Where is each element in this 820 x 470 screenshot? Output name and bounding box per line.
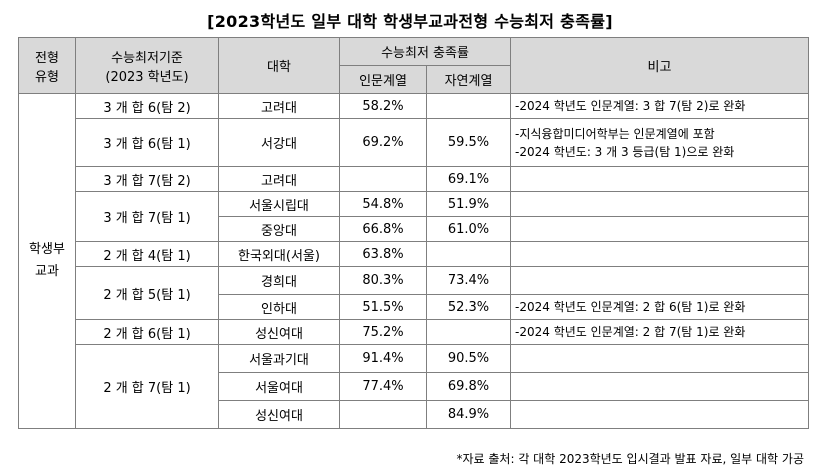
nat-rate-cell: 52.3% [425,294,512,320]
page-title: [2023학년도 일부 대학 학생부교과전형 수능최저 충족률] [207,12,613,31]
univ-cell: 고려대 [218,166,340,192]
hum-rate-cell [339,400,427,429]
table-row: 3 개 합 6(탐 1) 서강대 69.2% 59.5% -지식융합미디어학부는… [19,118,810,167]
table-row: 2 개 합 4(탐 1) 한국외대(서울) 63.8% [19,241,810,267]
univ-cell: 서울여대 [218,372,340,401]
univ-cell: 서울과기대 [218,344,340,373]
table-row: 2 개 합 5(탐 1) 경희대 80.3% 73.4% [19,266,810,320]
note-cell: -2024 학년도 인문계열: 2 합 7(탐 1)로 완화 [510,319,810,345]
header-rate-group: 수능최저 충족률 [338,37,512,66]
nat-rate-cell [425,319,512,345]
nat-rate-cell: 51.9% [425,191,512,217]
note-cell [510,372,810,401]
note-cell [510,216,810,242]
note-cell [510,191,810,217]
type-cell: 학생부 교과 [18,93,76,429]
note-cell: -2024 학년도 인문계열: 2 합 6(탐 1)로 완화 [510,294,810,320]
hum-rate-cell [339,166,427,192]
header-note: 비고 [510,37,810,94]
nat-rate-cell: 69.1% [425,166,512,192]
note-cell [510,400,810,429]
univ-cell: 경희대 [218,266,340,295]
nat-rate-cell: 84.9% [425,400,512,429]
nat-rate-cell [425,93,512,119]
criteria-cell: 2 개 합 5(탐 1) [75,266,219,320]
note-cell: -지식융합미디어학부는 인문계열에 포함 -2024 학년도: 3 개 3 등급… [510,118,810,167]
note-cell [510,166,810,192]
criteria-cell: 3 개 합 7(탐 1) [75,191,219,242]
criteria-cell: 3 개 합 7(탐 2) [75,166,219,192]
univ-cell: 서강대 [218,118,340,167]
nat-rate-cell: 90.5% [425,344,512,373]
table-row: 2 개 합 6(탐 1) 성신여대 75.2% -2024 학년도 인문계열: … [19,319,810,345]
source-note: *자료 출처: 각 대학 2023학년도 입시결과 발표 자료, 일부 대학 가… [456,452,804,466]
note-cell: -2024 학년도 인문계열: 3 합 7(탐 2)로 완화 [510,93,810,119]
hum-rate-cell: 77.4% [339,372,427,401]
header-natural: 자연계열 [425,65,512,94]
header-humanities: 인문계열 [339,65,427,94]
hum-rate-cell: 69.2% [339,118,427,167]
hum-rate-cell: 63.8% [339,241,427,267]
criteria-cell: 3 개 합 6(탐 2) [75,93,219,119]
table-row: 3 개 합 7(탐 2) 고려대 69.1% [19,166,810,192]
criteria-cell: 2 개 합 7(탐 1) [75,344,219,429]
note-cell [510,344,810,373]
hum-rate-cell: 75.2% [339,319,427,345]
note-cell [510,266,810,295]
table-row: 학생부 교과 3 개 합 6(탐 2) 고려대 58.2% -2024 학년도 … [18,93,810,429]
note-cell [510,241,810,267]
univ-cell: 고려대 [218,93,340,119]
hum-rate-cell: 66.8% [339,216,427,242]
nat-rate-cell: 73.4% [425,266,512,295]
univ-cell: 중앙대 [218,216,340,242]
nat-rate-cell [425,241,512,267]
criteria-cell: 2 개 합 6(탐 1) [75,319,219,345]
table-row: 인하대 51.5% 52.3% -2024 학년도 인문계열: 2 합 6(탐 … [19,294,810,320]
table-row: 중앙대 66.8% 61.0% [19,216,810,242]
header-university: 대학 [218,37,340,94]
criteria-cell: 3 개 합 6(탐 1) [75,118,219,167]
univ-cell: 한국외대(서울) [218,241,340,267]
nat-rate-cell: 69.8% [425,372,512,401]
hum-rate-cell: 51.5% [339,294,427,320]
table-row: 서울여대 77.4% 69.8% [19,372,810,401]
univ-cell: 서울시립대 [218,191,340,217]
hum-rate-cell: 58.2% [339,93,427,119]
hum-rate-cell: 54.8% [339,191,427,217]
nat-rate-cell: 61.0% [425,216,512,242]
univ-cell: 인하대 [218,294,340,320]
table-row: 3 개 합 7(탐 1) 서울시립대 54.8% 51.9% [19,191,810,242]
hum-rate-cell: 80.3% [339,266,427,295]
hum-rate-cell: 91.4% [339,344,427,373]
table-row: 성신여대 84.9% [19,400,810,429]
header-criteria: 수능최저기준 (2023 학년도) [75,37,219,94]
header-type: 전형 유형 [18,37,76,94]
univ-cell: 성신여대 [218,319,340,345]
nat-rate-cell: 59.5% [425,118,512,167]
criteria-cell: 2 개 합 4(탐 1) [75,241,219,267]
admission-table: 전형 유형 수능최저기준 (2023 학년도) 대학 수능최저 충족률 비고 인… [18,37,810,429]
univ-cell: 성신여대 [218,400,340,429]
table-row: 2 개 합 7(탐 1) 서울과기대 91.4% 90.5% [19,344,810,429]
